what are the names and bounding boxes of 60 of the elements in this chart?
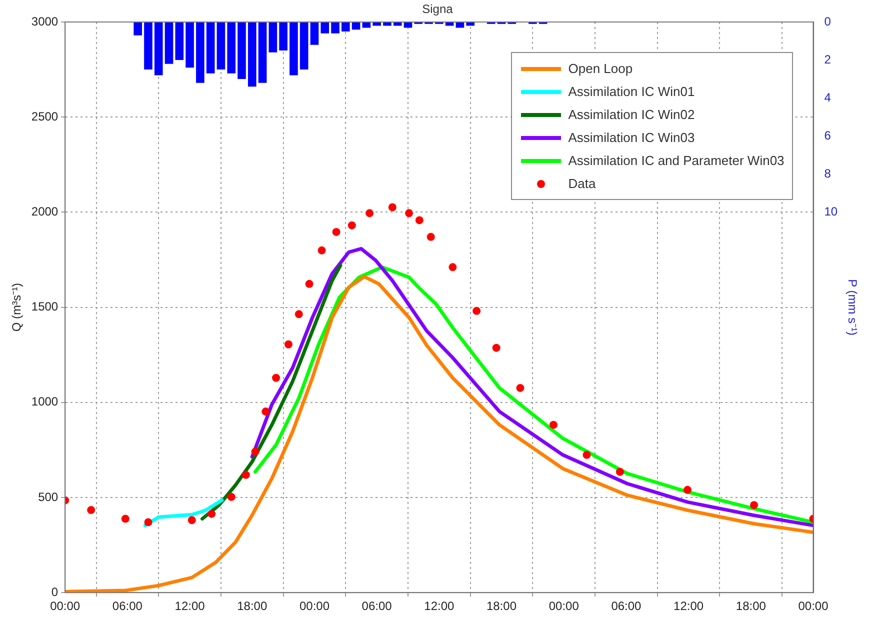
x-tick-label: 00:00 xyxy=(548,599,580,614)
legend-label: Assimilation IC and Parameter Win03 xyxy=(568,153,784,168)
y-tick-label: 1000 xyxy=(31,394,58,409)
bar xyxy=(258,22,267,83)
bar xyxy=(393,22,402,26)
chart-title: Signa xyxy=(421,2,454,16)
legend-label: Open Loop xyxy=(568,61,633,76)
bar xyxy=(331,22,340,34)
y2-tick-label: 10 xyxy=(824,204,838,219)
y-tick-label: 500 xyxy=(38,490,58,504)
y-axis-title: Q (m³s⁻¹) xyxy=(10,282,24,332)
x-tick-label: 18:00 xyxy=(486,599,517,614)
bar xyxy=(310,22,319,45)
bar xyxy=(144,22,152,70)
x-tick-label: 12:00 xyxy=(424,599,455,614)
bar xyxy=(175,22,184,60)
bar xyxy=(342,22,350,32)
bar xyxy=(300,22,308,70)
y-tick-label: 2500 xyxy=(31,109,58,124)
bar xyxy=(196,22,204,83)
y-tick-label: 1500 xyxy=(31,300,58,314)
bar xyxy=(216,22,226,70)
bar xyxy=(279,22,288,51)
y2-tick-label: 4 xyxy=(824,90,832,104)
y-tick-label: 3000 xyxy=(31,14,58,28)
bar xyxy=(268,22,278,52)
bar xyxy=(248,22,256,87)
bar xyxy=(164,22,174,64)
x-tick-label: 00:00 xyxy=(299,599,330,614)
bar xyxy=(227,22,236,74)
y2-tick-label: 0 xyxy=(824,14,832,28)
x-tick-label: 12:00 xyxy=(674,599,704,614)
y2-tick-label: 6 xyxy=(824,128,832,142)
x-tick-label: 06:00 xyxy=(362,599,392,614)
bar xyxy=(383,22,392,26)
x-tick-label: 00:00 xyxy=(50,599,80,614)
legend-label: Assimilation IC Win03 xyxy=(568,130,695,145)
bar xyxy=(206,22,215,74)
legend-label: Data xyxy=(568,176,596,191)
bar xyxy=(186,22,194,68)
x-tick-label: 06:00 xyxy=(112,599,143,614)
x-tick-label: 12:00 xyxy=(174,599,206,614)
y-tick-label: 0 xyxy=(51,584,58,599)
bar xyxy=(466,22,475,26)
legend-label: Assimilation IC Win02 xyxy=(568,107,695,122)
legend-label: Assimilation IC Win01 xyxy=(568,84,695,99)
bar xyxy=(238,22,246,80)
x-tick-label: 06:00 xyxy=(611,599,642,614)
y2-tick-label: 8 xyxy=(824,166,832,180)
bar xyxy=(320,22,330,34)
bar xyxy=(290,22,298,76)
y-tick-label: 2000 xyxy=(31,204,58,219)
y2-axis-title: P (mm s⁻¹) xyxy=(845,279,860,336)
y2-tick-label: 2 xyxy=(824,52,832,66)
x-tick-label: 18:00 xyxy=(237,599,268,614)
x-tick-label: 18:00 xyxy=(736,599,766,614)
bar xyxy=(154,22,163,76)
bar xyxy=(134,22,142,36)
x-tick-label: 00:00 xyxy=(798,599,829,614)
bar xyxy=(372,22,381,26)
